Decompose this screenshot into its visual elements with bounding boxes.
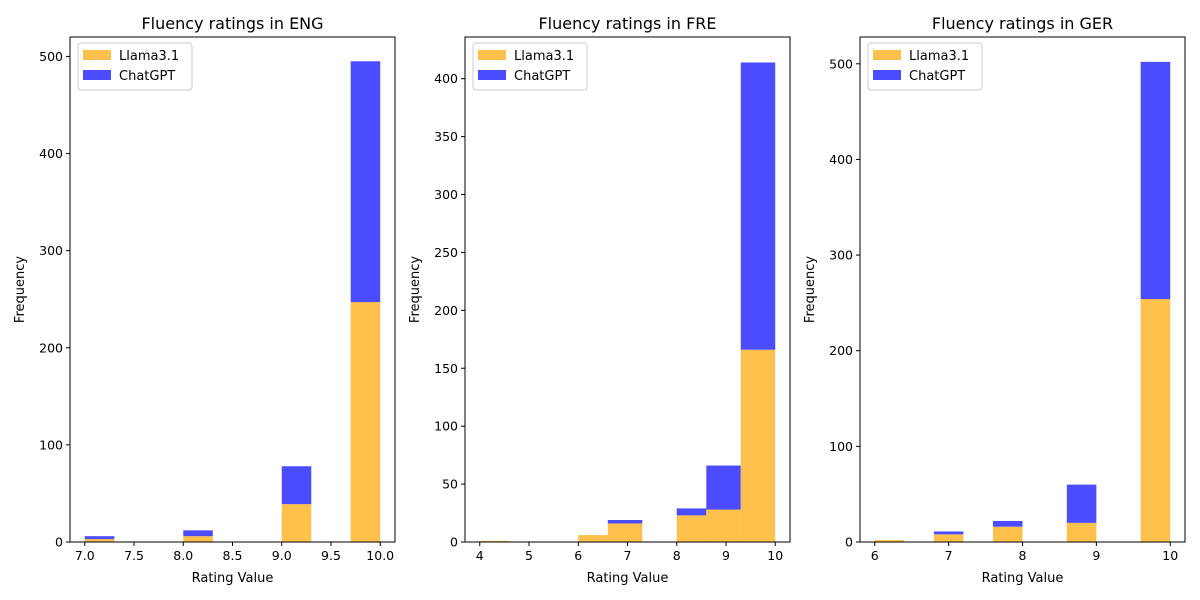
legend: Llama3.1 ChatGPT: [867, 42, 983, 91]
y-tick-label: 400: [434, 71, 458, 86]
legend-swatch-llama: [478, 50, 506, 60]
legend-swatch-chatgpt: [83, 70, 111, 80]
legend-swatch-llama: [873, 50, 901, 60]
y-tick-label: 250: [434, 245, 458, 260]
bar-chatgpt-2: [607, 519, 643, 524]
legend-label-llama: Llama3.1: [909, 49, 969, 64]
y-tick-label: 500: [829, 56, 853, 71]
y-tick-label: 200: [39, 340, 63, 355]
bar-llama-0: [84, 539, 115, 542]
x-axis-label: Rating Value: [587, 571, 669, 586]
y-axis-label: Frequency: [803, 256, 818, 323]
y-axis-label: Frequency: [408, 256, 423, 323]
bar-chatgpt-3: [350, 61, 381, 303]
bar-llama-4: [1140, 299, 1171, 542]
legend-swatch-chatgpt: [478, 70, 506, 80]
x-tick-label: 5: [525, 548, 533, 563]
bar-llama-4: [706, 509, 741, 542]
y-tick-label: 100: [434, 419, 458, 434]
y-tick-label: 50: [442, 477, 458, 492]
x-tick-label: 10.0: [366, 548, 394, 563]
x-tick-label: 8: [673, 548, 681, 563]
y-tick-label: 150: [434, 361, 458, 376]
y-tick-label: 300: [39, 243, 63, 258]
legend-label-chatgpt: ChatGPT: [514, 69, 570, 84]
y-tick-label: 100: [829, 439, 853, 454]
x-axis-label: Rating Value: [192, 571, 274, 586]
bar-llama-1: [578, 535, 608, 542]
x-tick-label: 6: [574, 548, 582, 563]
bar-llama-3: [350, 302, 381, 542]
legend-swatch-llama: [83, 50, 111, 60]
legend-label-chatgpt: ChatGPT: [909, 69, 965, 84]
bar-chatgpt-1: [183, 530, 213, 537]
y-tick-label: 300: [434, 187, 458, 202]
x-tick-label: 4: [476, 548, 484, 563]
x-tick-label: 7: [945, 548, 953, 563]
legend: Llama3.1 ChatGPT: [472, 42, 588, 91]
x-tick-label: 7.5: [124, 548, 144, 563]
x-tick-label: 10: [767, 548, 783, 563]
y-tick-label: 200: [434, 303, 458, 318]
y-tick-label: 500: [39, 49, 63, 64]
chart-title: Fluency ratings in GER: [932, 14, 1113, 33]
bar-llama-5: [740, 349, 776, 542]
y-tick-label: 400: [829, 152, 853, 167]
bar-llama-0: [479, 540, 510, 542]
x-tick-label: 10: [1162, 548, 1178, 563]
x-tick-label: 9: [722, 548, 730, 563]
x-tick-label: 9: [1092, 548, 1100, 563]
y-tick-label: 0: [450, 535, 458, 550]
y-tick-label: 400: [39, 146, 63, 161]
bar-chatgpt-4: [1140, 61, 1171, 300]
legend-swatch-chatgpt: [873, 70, 901, 80]
x-axis-label: Rating Value: [982, 571, 1064, 586]
bar-llama-2: [992, 526, 1023, 542]
x-tick-label: 8: [1019, 548, 1027, 563]
chart-title: Fluency ratings in ENG: [141, 14, 323, 33]
chart-panel-1: 4 5 6 7 8 9 10050100150200250300350400Fluency …: [408, 14, 791, 586]
y-tick-label: 200: [829, 343, 853, 358]
y-tick-label: 350: [434, 129, 458, 144]
bar-llama-1: [183, 536, 213, 542]
legend-label-llama: Llama3.1: [514, 49, 574, 64]
legend-label-chatgpt: ChatGPT: [119, 69, 175, 84]
bar-chatgpt-2: [281, 466, 312, 505]
y-tick-label: 0: [845, 535, 853, 550]
x-tick-label: 9.5: [321, 548, 341, 563]
bar-chatgpt-3: [1066, 484, 1097, 523]
x-tick-label: 7: [624, 548, 632, 563]
y-axis-label: Frequency: [13, 256, 28, 323]
x-tick-label: 6: [871, 548, 879, 563]
bar-chatgpt-2: [992, 520, 1023, 527]
y-tick-label: 100: [39, 437, 63, 452]
bar-chatgpt-4: [706, 465, 741, 510]
bar-llama-3: [676, 515, 707, 542]
y-tick-label: 0: [55, 535, 63, 550]
y-tick-label: 300: [829, 248, 853, 263]
bar-chatgpt-3: [676, 508, 707, 516]
legend-label-llama: Llama3.1: [119, 49, 179, 64]
x-tick-label: 7.0: [75, 548, 95, 563]
bar-llama-3: [1066, 522, 1097, 542]
x-tick-label: 9.0: [272, 548, 292, 563]
chart-title: Fluency ratings in FRE: [538, 14, 716, 33]
chart-panel-0: 7.0 7.5 8.0 8.5 9.0 9.5 10.0 0 100 200 300 400 500 Fl…: [13, 14, 396, 586]
bar-chatgpt-5: [740, 62, 776, 350]
legend: Llama3.1 ChatGPT: [77, 42, 193, 91]
axes-frame: [69, 36, 396, 543]
bar-llama-1: [933, 534, 964, 542]
bar-chatgpt-0: [84, 536, 115, 540]
bar-llama-0: [874, 540, 905, 542]
x-tick-label: 8.5: [223, 548, 243, 563]
bar-llama-2: [281, 504, 312, 542]
x-tick-label: 8.0: [173, 548, 193, 563]
bar-llama-2: [607, 523, 643, 542]
axes-frame: [859, 36, 1186, 543]
bar-chatgpt-1: [933, 531, 964, 535]
